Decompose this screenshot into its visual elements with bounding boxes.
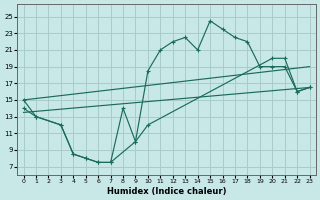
X-axis label: Humidex (Indice chaleur): Humidex (Indice chaleur) xyxy=(107,187,226,196)
